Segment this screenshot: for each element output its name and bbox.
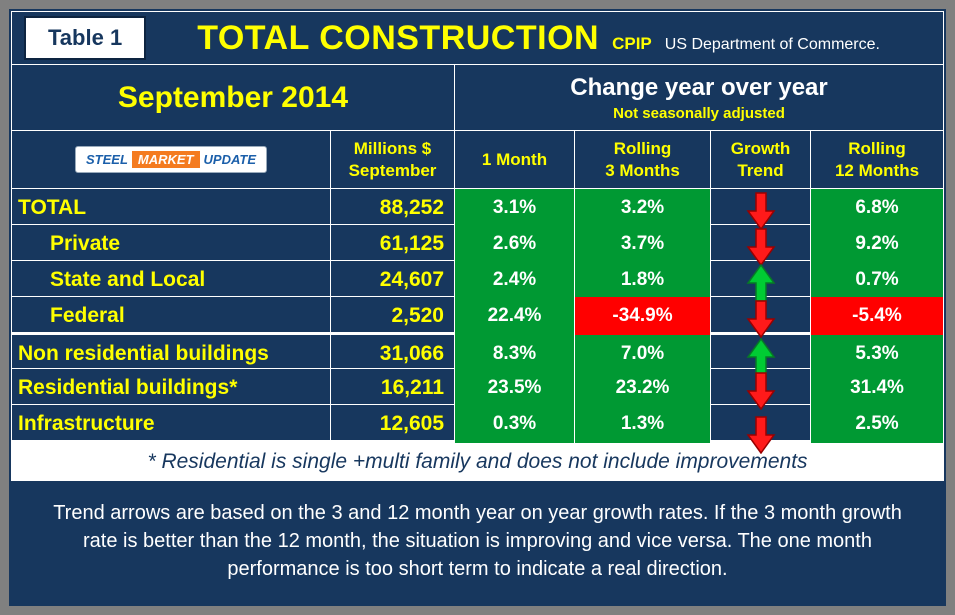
rolling-3m-value: -34.9% — [574, 297, 710, 335]
millions-value: 61,125 — [330, 225, 454, 263]
col-header-1month: 1 Month — [454, 131, 574, 188]
millions-value: 24,607 — [330, 261, 454, 299]
one-month-value: 0.3% — [454, 405, 574, 443]
row-label: State and Local — [50, 268, 206, 291]
rolling-12m-value: 2.5% — [810, 405, 943, 443]
row-label: Non residential buildings — [18, 342, 269, 365]
rolling-12m-value: 0.7% — [810, 261, 943, 299]
row-label: Infrastructure — [18, 412, 155, 435]
title-group: TOTAL CONSTRUCTION CPIP US Department of… — [146, 19, 931, 58]
growth-trend-cell — [710, 335, 810, 376]
trend-explanation-text: Trend arrows are based on the 3 and 12 m… — [53, 501, 902, 580]
trend-down-arrow-icon — [746, 300, 775, 338]
col-header-line: Trend — [737, 160, 784, 180]
period-label: September 2014 — [117, 80, 349, 114]
rolling-12m-value: 9.2% — [810, 225, 943, 263]
logo-word-steel: STEEL — [86, 152, 128, 167]
row-label: Residential buildings* — [18, 376, 238, 399]
steel-market-update-logo: STEEL MARKET UPDATE — [75, 146, 267, 173]
rolling-12m-value: 6.8% — [810, 189, 943, 227]
millions-value: 31,066 — [330, 335, 454, 373]
source-label: US Department of Commerce. — [664, 35, 880, 53]
rolling-3m-value: 23.2% — [574, 369, 710, 407]
table-row: Non residential buildings 31,066 8.3% 7.0% 5… — [12, 332, 943, 376]
table-body: TOTAL 88,252 3.1% 3.2% 6.8% Private 61,125 2.6%… — [12, 188, 943, 454]
growth-trend-cell — [710, 369, 810, 410]
rolling-3m-value: 3.2% — [574, 189, 710, 227]
growth-trend-cell — [710, 225, 810, 266]
table-row: Infrastructure 12,605 0.3% 1.3% 2.5% — [12, 404, 943, 454]
trend-up-arrow-icon — [746, 338, 775, 376]
millions-value: 16,211 — [330, 369, 454, 407]
column-header-row: STEEL MARKET UPDATE Millions $ September… — [12, 130, 943, 188]
one-month-value: 3.1% — [454, 189, 574, 227]
millions-value: 88,252 — [330, 189, 454, 227]
trend-explanation: Trend arrows are based on the 3 and 12 m… — [11, 481, 944, 604]
one-month-value: 2.6% — [454, 225, 574, 263]
rolling-3m-value: 1.3% — [574, 405, 710, 443]
title-bar: Table 1 TOTAL CONSTRUCTION CPIP US Depar… — [12, 12, 943, 64]
rolling-12m-value: 5.3% — [810, 335, 943, 373]
one-month-value: 8.3% — [454, 335, 574, 373]
period-row: September 2014 Change year over year Not… — [12, 64, 943, 130]
col-header-line: September — [348, 160, 437, 180]
table-number-badge: Table 1 — [24, 16, 147, 60]
trend-down-arrow-icon — [746, 228, 775, 266]
rolling-3m-value: 7.0% — [574, 335, 710, 373]
page-title: TOTAL CONSTRUCTION — [197, 18, 600, 57]
construction-table: Table 1 TOTAL CONSTRUCTION CPIP US Depar… — [11, 11, 944, 481]
logo-word-market: MARKET — [131, 151, 200, 168]
trend-down-arrow-icon — [746, 372, 775, 410]
row-label: Private — [50, 232, 121, 255]
program-label: CPIP — [612, 33, 652, 53]
seasonal-note: Not seasonally adjusted — [613, 104, 785, 122]
trend-up-arrow-icon — [746, 264, 775, 302]
growth-trend-cell — [710, 189, 810, 230]
col-header-line: 1 Month — [481, 149, 548, 169]
col-header-millions: Millions $ September — [330, 131, 454, 188]
table-row: TOTAL 88,252 3.1% 3.2% 6.8% — [12, 188, 943, 230]
trend-down-arrow-icon — [746, 192, 775, 230]
table-row: State and Local 24,607 2.4% 1.8% 0.7% — [12, 260, 943, 302]
col-header-line: Rolling — [613, 139, 672, 159]
table-row: Private 61,125 2.6% 3.7% 9.2% — [12, 224, 943, 266]
report-panel: Table 1 TOTAL CONSTRUCTION CPIP US Depar… — [9, 9, 946, 606]
table-row: Federal 2,520 22.4% -34.9% -5.4% — [12, 296, 943, 338]
col-header-rolling12: Rolling 12 Months — [810, 131, 943, 188]
trend-down-arrow-icon — [746, 416, 775, 454]
growth-trend-cell — [710, 297, 810, 338]
change-header: Change year over year Not seasonally adj… — [454, 65, 943, 130]
one-month-value: 2.4% — [454, 261, 574, 299]
col-header-line: 12 Months — [834, 160, 920, 180]
col-header-rolling3: Rolling 3 Months — [574, 131, 710, 188]
millions-value: 12,605 — [330, 405, 454, 443]
rolling-12m-value: -5.4% — [810, 297, 943, 335]
col-header-line: Millions $ — [353, 139, 432, 159]
growth-trend-cell — [710, 405, 810, 454]
change-title: Change year over year — [570, 73, 828, 101]
row-label: Federal — [50, 304, 125, 327]
col-header-line: Growth — [730, 139, 791, 159]
rolling-3m-value: 1.8% — [574, 261, 710, 299]
millions-value: 2,520 — [330, 297, 454, 335]
footnote: * Residential is single +multi family an… — [12, 440, 943, 480]
col-header-line: 3 Months — [605, 160, 680, 180]
one-month-value: 22.4% — [454, 297, 574, 335]
logo-cell: STEEL MARKET UPDATE — [12, 131, 330, 188]
rolling-12m-value: 31.4% — [810, 369, 943, 407]
one-month-value: 23.5% — [454, 369, 574, 407]
table-row: Residential buildings* 16,211 23.5% 23.2% 31… — [12, 368, 943, 410]
growth-trend-cell — [710, 261, 810, 302]
col-header-line: Rolling — [848, 139, 906, 159]
col-header-growth: Growth Trend — [710, 131, 810, 188]
row-label: TOTAL — [18, 196, 87, 219]
rolling-3m-value: 3.7% — [574, 225, 710, 263]
logo-word-update: UPDATE — [203, 152, 256, 167]
